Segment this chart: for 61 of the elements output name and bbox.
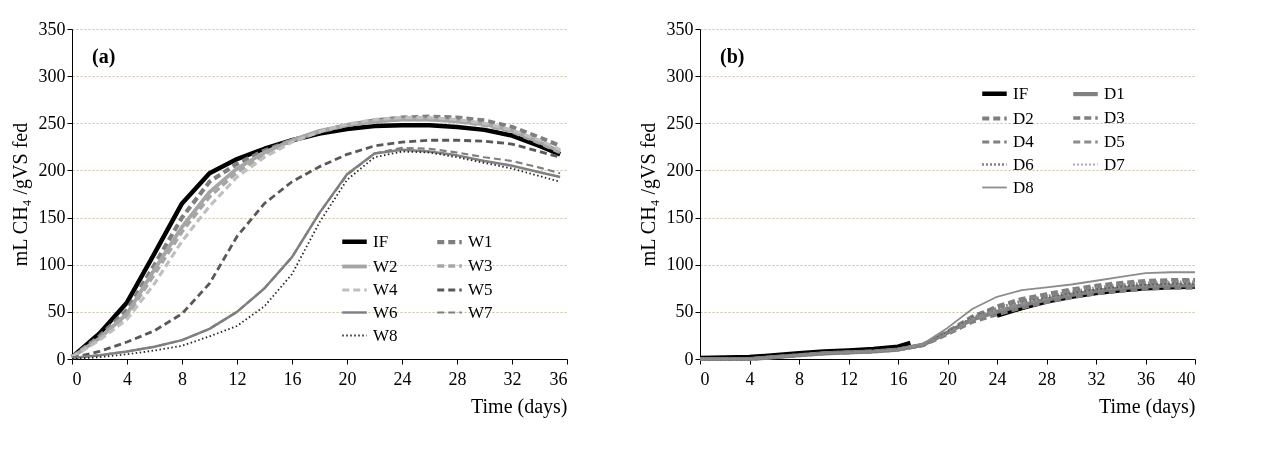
y-tick-label: 200 (666, 159, 694, 180)
y-tick-label: 300 (666, 65, 694, 86)
x-tick-label: 24 (988, 368, 1007, 389)
x-tick-label: 12 (840, 368, 858, 389)
x-tick-label: 0 (700, 368, 710, 389)
y-tick-label: 100 (38, 254, 66, 275)
x-tick-label: 28 (1038, 368, 1056, 389)
annotation: (a) (92, 45, 116, 68)
x-tick-label: 28 (448, 368, 467, 389)
x-axis-title: Time (days) (471, 394, 568, 418)
legend-label: D7 (1104, 154, 1126, 174)
x-tick-label: 8 (795, 368, 804, 389)
x-tick-label: 4 (745, 368, 755, 389)
y-tick-label: 50 (675, 301, 694, 322)
x-tick-label: 16 (283, 368, 302, 389)
legend-label: D5 (1104, 132, 1125, 151)
legend-label: IF (373, 231, 389, 251)
legend-label: D6 (1013, 154, 1034, 174)
legend-label: D1 (1104, 84, 1125, 104)
legend-label: W6 (373, 302, 398, 322)
y-axis-title: mL CH₄ /gVS fed (636, 122, 660, 267)
legend-label: D3 (1104, 108, 1125, 127)
x-tick-label: 32 (1087, 368, 1106, 389)
x-tick-label: 20 (338, 368, 357, 389)
x-tick-label: 36 (549, 368, 568, 389)
y-tick-label: 100 (666, 254, 694, 275)
legend-label: W7 (468, 302, 494, 322)
legend-label: D2 (1013, 108, 1034, 128)
x-tick-label: 24 (393, 368, 412, 389)
y-tick-label: 0 (684, 348, 694, 369)
x-tick-label: 20 (939, 368, 957, 389)
x-tick-label: 32 (503, 368, 522, 389)
legend-label: D4 (1013, 132, 1035, 151)
x-tick-label: 4 (123, 368, 132, 389)
x-tick-label: 0 (72, 368, 82, 389)
legend-label: W2 (373, 256, 398, 276)
y-axis-title: mL CH₄ /gVS fed (8, 122, 32, 267)
legend-label: W5 (468, 280, 493, 299)
y-tick-label: 350 (666, 18, 694, 39)
y-tick-label: 200 (38, 159, 66, 180)
y-tick-label: 350 (38, 18, 66, 39)
y-tick-label: 300 (38, 65, 66, 86)
y-tick-label: 250 (38, 112, 66, 133)
y-tick-label: 50 (47, 301, 66, 322)
legend-label: W1 (468, 232, 493, 252)
legend-label: W3 (468, 256, 493, 275)
y-tick-label: 250 (666, 112, 694, 133)
x-tick-label: 8 (178, 368, 187, 389)
legend-label: IF (1013, 83, 1029, 103)
x-tick-label: 36 (1137, 368, 1155, 389)
x-tick-label: 40 (1177, 368, 1196, 389)
legend-label: W4 (373, 280, 399, 299)
x-tick-label: 12 (228, 368, 247, 389)
y-tick-label: 150 (666, 207, 694, 228)
x-axis-title: Time (days) (1099, 394, 1196, 418)
x-tick-label: 16 (889, 368, 908, 389)
y-tick-label: 0 (56, 348, 66, 369)
annotation: (b) (720, 45, 745, 68)
legend-label: W8 (373, 325, 398, 345)
legend-label: D8 (1013, 177, 1034, 197)
y-tick-label: 150 (38, 207, 66, 228)
